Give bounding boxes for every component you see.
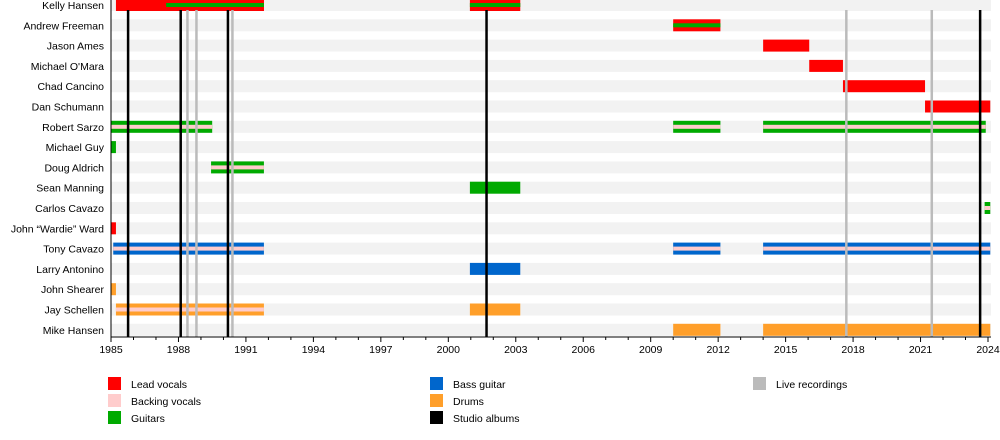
x-tick-label: 2021 xyxy=(909,344,933,356)
legend-swatch-vocals xyxy=(108,377,121,390)
x-tick-label: 1988 xyxy=(167,344,191,356)
row-band xyxy=(111,303,991,316)
legend-label: Lead vocals xyxy=(131,379,187,391)
member-label: Michael O'Mara xyxy=(31,61,104,73)
legend-swatch-studio xyxy=(430,411,443,424)
member-label: John Shearer xyxy=(41,284,105,296)
legend-swatch-backing xyxy=(108,394,121,407)
legend-swatch-drums xyxy=(430,394,443,407)
x-tick-label: 2012 xyxy=(706,344,730,356)
legend-label: Drums xyxy=(453,396,484,408)
legend-swatch-guitar xyxy=(108,411,121,424)
member-label: Kelly Hansen xyxy=(42,0,104,12)
row-band xyxy=(111,161,991,174)
member-label: John “Wardie” Ward xyxy=(11,223,104,235)
bar-vocals xyxy=(763,39,810,52)
legend-swatch-live xyxy=(753,377,766,390)
member-label: Andrew Freeman xyxy=(23,20,104,32)
member-label: Tony Cavazo xyxy=(43,244,104,256)
bar-vocals xyxy=(111,222,116,235)
x-tick-label: 2024 xyxy=(976,344,1000,356)
legend-label: Guitars xyxy=(131,413,165,425)
x-tick-label: 2015 xyxy=(774,344,798,356)
bar-drums xyxy=(111,283,116,296)
member-label: Carlos Cavazo xyxy=(35,203,104,215)
bar-stripe-guitar xyxy=(673,23,721,28)
bar-bass xyxy=(469,262,521,275)
row-band xyxy=(111,100,991,113)
row-band xyxy=(111,222,991,235)
row-band xyxy=(111,59,991,72)
legend-label: Live recordings xyxy=(776,379,847,391)
row-band xyxy=(111,141,991,154)
bar-stripe-backing xyxy=(111,124,213,129)
bar-vocals xyxy=(809,59,843,72)
x-tick-label: 2003 xyxy=(504,344,528,356)
bar-stripe-backing xyxy=(763,124,986,129)
row-band xyxy=(111,283,991,296)
x-tick-label: 2000 xyxy=(437,344,461,356)
member-label: Larry Antonino xyxy=(36,264,104,276)
bar-vocals xyxy=(925,100,991,113)
bar-stripe-backing xyxy=(673,124,721,129)
x-tick-label: 1985 xyxy=(99,344,123,356)
bar-drums xyxy=(673,323,721,336)
bar-stripe-backing xyxy=(211,165,264,170)
member-label: Michael Guy xyxy=(46,142,105,154)
x-tick-label: 2009 xyxy=(639,344,663,356)
bar-stripe-guitar xyxy=(166,3,264,7)
row-band xyxy=(111,262,991,275)
bar-stripe-backing xyxy=(115,307,264,312)
legend-swatch-bass xyxy=(430,377,443,390)
row-band xyxy=(111,202,991,214)
row-band xyxy=(111,39,991,52)
row-band xyxy=(111,80,991,93)
row-band xyxy=(111,0,991,11)
x-tick-label: 1994 xyxy=(302,344,326,356)
bar-drums xyxy=(469,303,521,316)
bar-stripe-backing xyxy=(984,206,991,210)
legend-label: Backing vocals xyxy=(131,396,201,408)
member-label: Jay Schellen xyxy=(44,305,104,317)
bar-guitar xyxy=(469,181,521,194)
member-label: Robert Sarzo xyxy=(42,122,104,134)
member-label: Mike Hansen xyxy=(43,325,104,337)
member-label: Dan Schumann xyxy=(32,102,105,114)
bar-stripe-backing xyxy=(763,246,991,251)
row-band xyxy=(111,19,991,32)
bar-drums xyxy=(763,323,991,336)
bar-stripe-guitar xyxy=(469,3,521,7)
x-tick-label: 1997 xyxy=(369,344,393,356)
bar-stripe-backing xyxy=(673,246,721,251)
legend-label: Bass guitar xyxy=(453,379,506,391)
row-band xyxy=(111,181,991,194)
bar-vocals xyxy=(842,80,926,93)
x-tick-label: 2018 xyxy=(841,344,865,356)
member-label: Doug Aldrich xyxy=(44,162,104,174)
bar-guitar xyxy=(111,141,116,154)
legend-label: Studio albums xyxy=(453,413,520,425)
member-label: Sean Manning xyxy=(36,183,104,195)
x-tick-label: 1991 xyxy=(234,344,258,356)
member-label: Jason Ames xyxy=(47,41,104,53)
x-tick-label: 2006 xyxy=(572,344,596,356)
member-label: Chad Cancino xyxy=(37,81,104,93)
